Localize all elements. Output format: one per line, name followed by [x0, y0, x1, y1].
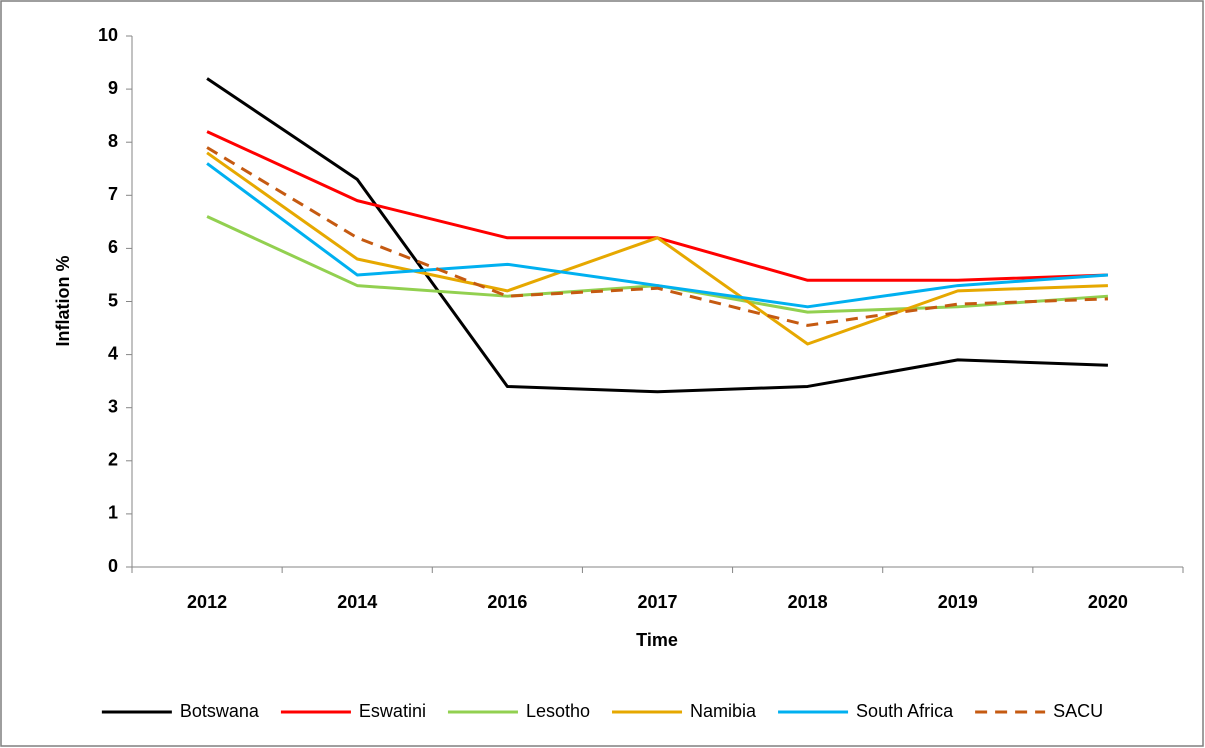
x-tick-label: 2019: [938, 592, 978, 612]
y-tick-label: 3: [108, 396, 118, 416]
y-tick-label: 5: [108, 290, 118, 310]
y-tick-label: 2: [108, 450, 118, 470]
x-tick-label: 2014: [337, 592, 377, 612]
x-tick-label: 2017: [637, 592, 677, 612]
legend-label: Namibia: [690, 701, 757, 721]
x-tick-label: 2020: [1088, 592, 1128, 612]
y-tick-label: 10: [98, 25, 118, 45]
series-line: [206, 146, 1108, 327]
y-axis-title: Inflation %: [53, 256, 73, 347]
x-tick-label: 2018: [788, 592, 828, 612]
series-line: [206, 162, 1109, 309]
y-tick-label: 6: [108, 237, 118, 257]
x-axis-title: Time: [636, 630, 678, 650]
series-line: [206, 151, 1108, 346]
legend-label: South Africa: [856, 701, 954, 721]
y-tick-label: 9: [108, 78, 118, 98]
y-tick-label: 0: [108, 556, 118, 576]
y-tick-label: 7: [108, 184, 118, 204]
y-tick-label: 8: [108, 131, 118, 151]
x-tick-label: 2012: [187, 592, 227, 612]
series-line: [206, 77, 1108, 394]
legend-label: Lesotho: [526, 701, 590, 721]
legend-label: SACU: [1053, 701, 1103, 721]
legend-label: Botswana: [180, 701, 260, 721]
legend-label: Eswatini: [359, 701, 426, 721]
y-tick-label: 4: [108, 343, 118, 363]
x-tick-label: 2016: [487, 592, 527, 612]
y-tick-label: 1: [108, 503, 118, 523]
